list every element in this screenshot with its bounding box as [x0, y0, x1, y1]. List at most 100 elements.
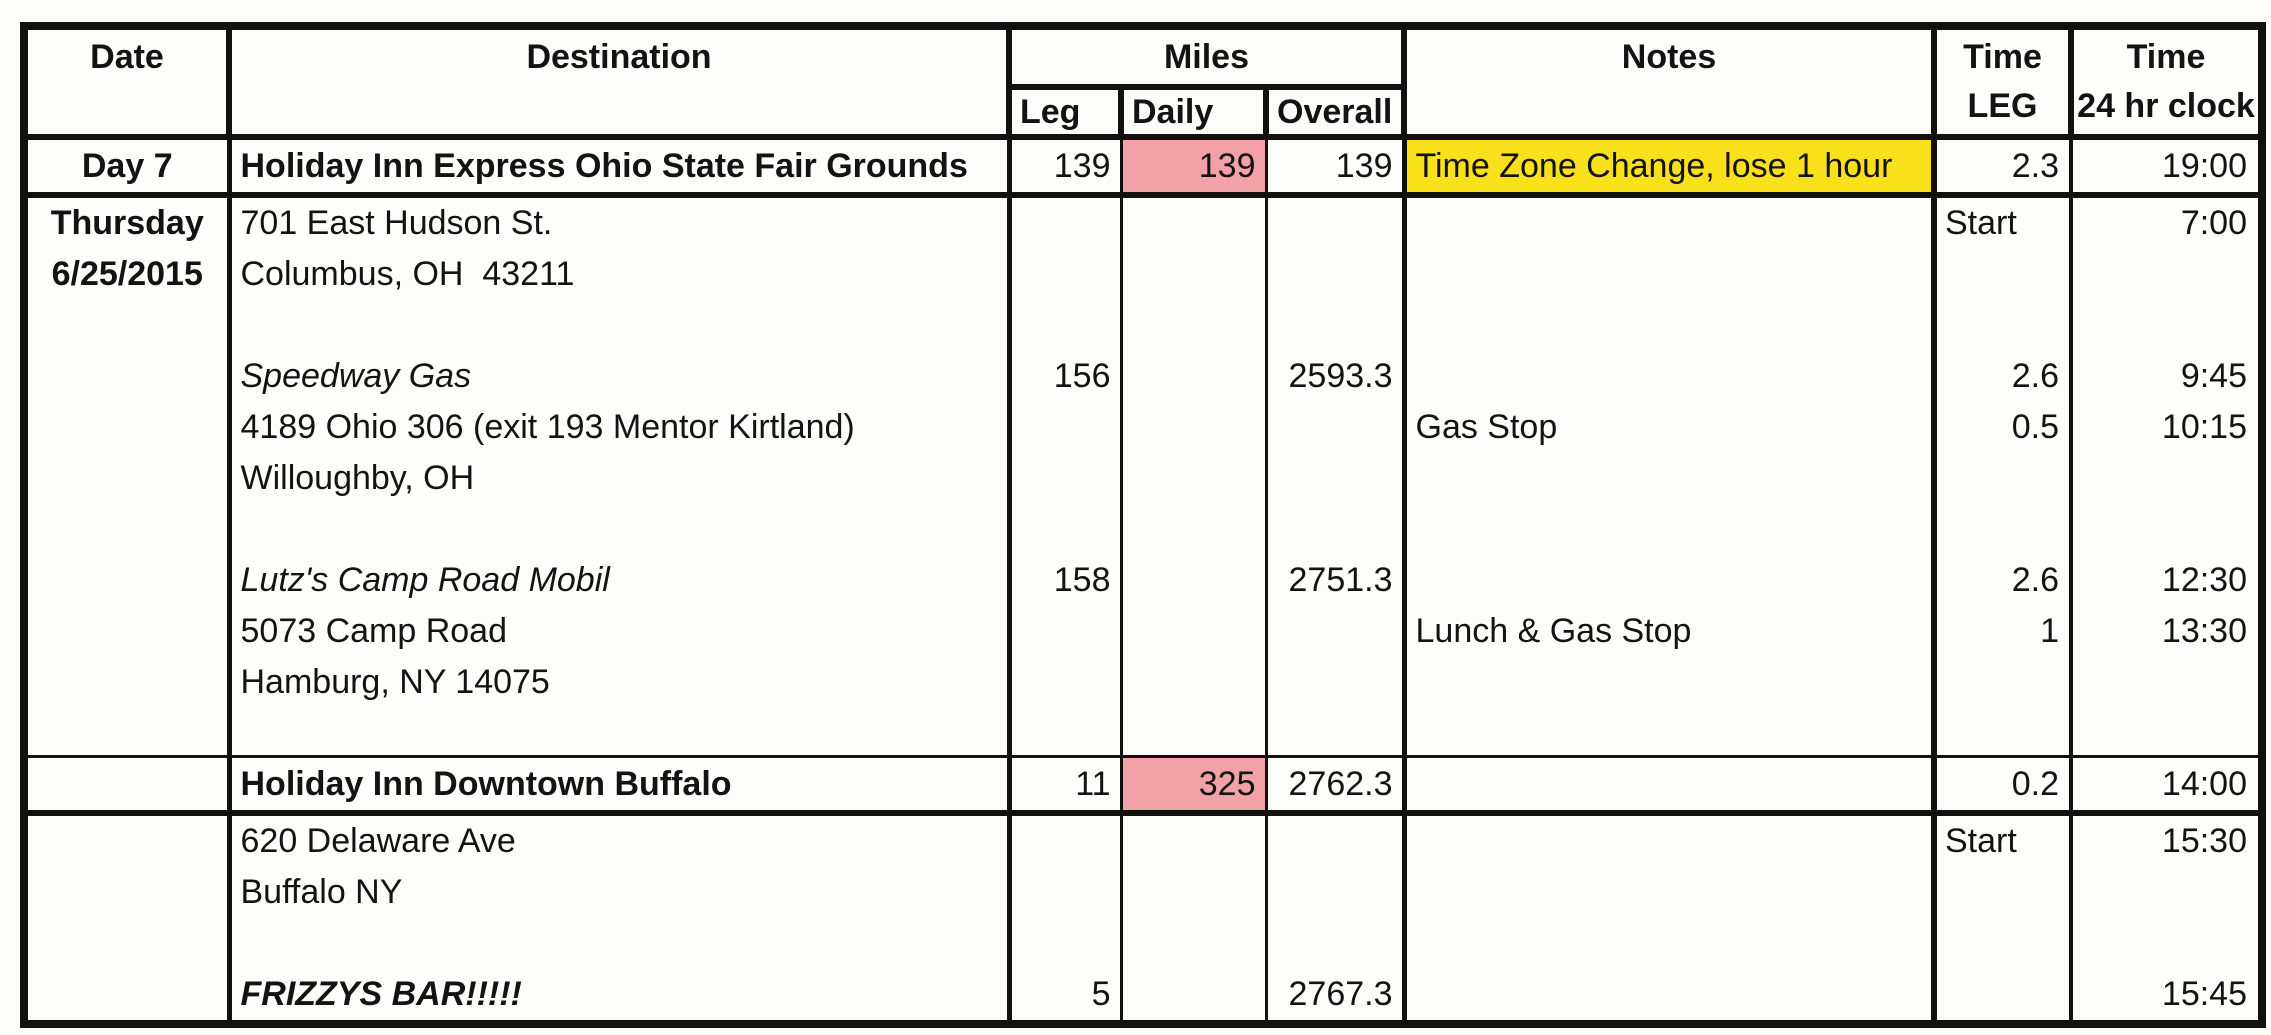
buffalo-overall-value: 2762.3: [1288, 764, 1393, 803]
day7-daily-miles: 139: [1121, 134, 1268, 198]
buffalo-time-leg: 0.2: [1934, 754, 2073, 816]
day7-date-label: Day 7: [81, 147, 173, 185]
header-destination: Destination: [226, 23, 1012, 140]
time-leg-value: 2.6: [2011, 357, 2059, 395]
delaware-overall-miles: 2767.3: [1266, 812, 1407, 1025]
clock-value: 15:45: [2161, 974, 2247, 1013]
day7-time-leg: 2.3: [1934, 134, 2073, 198]
buffalo-hotel-name: Holiday Inn Downtown Buffalo: [240, 764, 732, 803]
speedway-gas-label: Speedway Gas: [240, 357, 472, 395]
leg-value: 156: [1053, 357, 1111, 395]
day7-time-clock: 19:00: [2071, 134, 2262, 198]
clock-value: 13:30: [2161, 612, 2247, 650]
lutzs-mobil-label: Lutz's Camp Road Mobil: [240, 561, 610, 599]
header-miles-label: Miles: [1163, 38, 1250, 76]
dest-line-city: Buffalo NY: [240, 872, 403, 911]
buffalo-daily-miles: 325: [1121, 754, 1268, 816]
time-leg-start-label: Start: [1945, 204, 2017, 242]
thursday-destinations: 701 East Hudson St. Columbus, OH 43211 S…: [229, 195, 1012, 758]
buffalo-date: [24, 754, 232, 816]
thursday-leg-miles: 156 158: [1009, 195, 1123, 758]
date-value: 6/25/2015: [51, 255, 203, 293]
buffalo-time-clock-value: 14:00: [2161, 764, 2247, 803]
thursday-notes: Gas Stop Lunch & Gas Stop: [1404, 195, 1937, 758]
time-leg-value: 0.5: [2011, 408, 2059, 446]
header-notes: Notes: [1401, 23, 1937, 140]
header-date: Date: [21, 23, 232, 140]
buffalo-leg-value: 11: [1075, 764, 1111, 803]
day7-time-clock-value: 19:00: [2161, 147, 2247, 185]
overall-value: 2751.3: [1288, 561, 1393, 599]
time-leg-value: 1: [2040, 612, 2059, 650]
header-time-leg-line1: Time: [1963, 38, 2042, 76]
header-time-clock: Time 24 hr clock: [2068, 23, 2265, 140]
leg-value: 5: [1091, 974, 1111, 1013]
delaware-time-leg: Start: [1934, 812, 2073, 1025]
overall-value: 2767.3: [1288, 974, 1393, 1013]
leg-value: 158: [1053, 561, 1111, 599]
day7-notes: Time Zone Change, lose 1 hour: [1404, 134, 1937, 198]
header-miles-overall: Overall: [1263, 84, 1407, 140]
day7-leg-miles: 139: [1009, 134, 1123, 198]
day7-leg-value: 139: [1053, 147, 1111, 185]
header-time-clock-line2: 24 hr clock: [2077, 87, 2255, 125]
header-miles: Miles: [1006, 23, 1407, 90]
buffalo-destination: Holiday Inn Downtown Buffalo: [229, 754, 1012, 816]
header-destination-label: Destination: [526, 38, 712, 76]
header-miles-leg-label: Leg: [1020, 93, 1081, 131]
buffalo-daily-value: 325: [1198, 764, 1256, 803]
header-miles-leg: Leg: [1006, 84, 1124, 140]
delaware-destinations: 620 Delaware Ave Buffalo NY FRIZZYS BAR!…: [229, 812, 1012, 1025]
clock-value: 9:45: [2180, 357, 2247, 395]
dest-line-address: 620 Delaware Ave: [240, 821, 516, 860]
buffalo-notes: [1404, 754, 1937, 816]
frizzys-bar-label: FRIZZYS BAR!!!!!: [240, 974, 522, 1013]
delaware-notes: [1404, 812, 1937, 1025]
day7-overall-value: 139: [1335, 147, 1393, 185]
day7-time-leg-value: 2.3: [2011, 147, 2059, 185]
row-day7: Day 7 Holiday Inn Express Ohio State Fai…: [24, 134, 2262, 198]
row-buffalo-hotel: Holiday Inn Downtown Buffalo 11 325 2762…: [24, 754, 2262, 816]
day7-hotel-name: Holiday Inn Express Ohio State Fair Grou…: [240, 147, 968, 185]
day7-overall-miles: 139: [1266, 134, 1407, 198]
section-delaware: 620 Delaware Ave Buffalo NY FRIZZYS BAR!…: [24, 812, 2262, 1025]
dest-line-city: Hamburg, NY 14075: [240, 663, 550, 701]
delaware-time-clock: 15:30 15:45: [2071, 812, 2262, 1025]
itinerary-table: Date Destination Miles Notes Time LEG Ti…: [20, 22, 2266, 1028]
time-zone-note: Time Zone Change, lose 1 hour: [1415, 147, 1893, 185]
header-miles-overall-label: Overall: [1277, 93, 1393, 131]
thursday-date: Thursday 6/25/2015: [24, 195, 232, 758]
delaware-leg-miles: 5: [1009, 812, 1123, 1025]
day7-destination: Holiday Inn Express Ohio State Fair Grou…: [229, 134, 1012, 198]
section-thursday: Thursday 6/25/2015 701 East Hudson St. C…: [24, 195, 2262, 758]
header-time-clock-line1: Time: [2126, 38, 2206, 76]
gas-stop-note: Gas Stop: [1415, 408, 1558, 446]
thursday-time-clock: 7:00 9:45 10:15 12:30 13:30: [2071, 195, 2262, 758]
buffalo-time-leg-value: 0.2: [2011, 764, 2059, 803]
delaware-date: [24, 812, 232, 1025]
time-leg-value: 2.6: [2011, 561, 2059, 599]
dest-line-city: Willoughby, OH: [240, 459, 475, 497]
clock-value: 7:00: [2180, 204, 2247, 242]
clock-value: 12:30: [2161, 561, 2247, 599]
thursday-daily-miles: [1121, 195, 1268, 758]
delaware-daily-miles: [1121, 812, 1268, 1025]
header-time-leg-line2: LEG: [1967, 87, 2038, 125]
day7-daily-value: 139: [1198, 147, 1256, 185]
dest-line-address: 701 East Hudson St.: [240, 204, 553, 242]
buffalo-overall-miles: 2762.3: [1266, 754, 1407, 816]
header-miles-daily: Daily: [1118, 84, 1269, 140]
header-time-leg: Time LEG: [1931, 23, 2074, 140]
day7-date: Day 7: [24, 134, 232, 198]
buffalo-leg-miles: 11: [1009, 754, 1123, 816]
dest-line-address: 4189 Ohio 306 (exit 193 Mentor Kirtland): [240, 408, 855, 446]
dest-line-city: Columbus, OH 43211: [240, 255, 575, 293]
time-leg-start-label: Start: [1945, 821, 2017, 860]
thursday-overall-miles: 2593.3 2751.3: [1266, 195, 1407, 758]
header-miles-daily-label: Daily: [1132, 93, 1214, 131]
dest-line-address: 5073 Camp Road: [240, 612, 508, 650]
thursday-time-leg: Start 2.6 0.5 2.6 1: [1934, 195, 2073, 758]
overall-value: 2593.3: [1288, 357, 1393, 395]
clock-value: 10:15: [2161, 408, 2247, 446]
